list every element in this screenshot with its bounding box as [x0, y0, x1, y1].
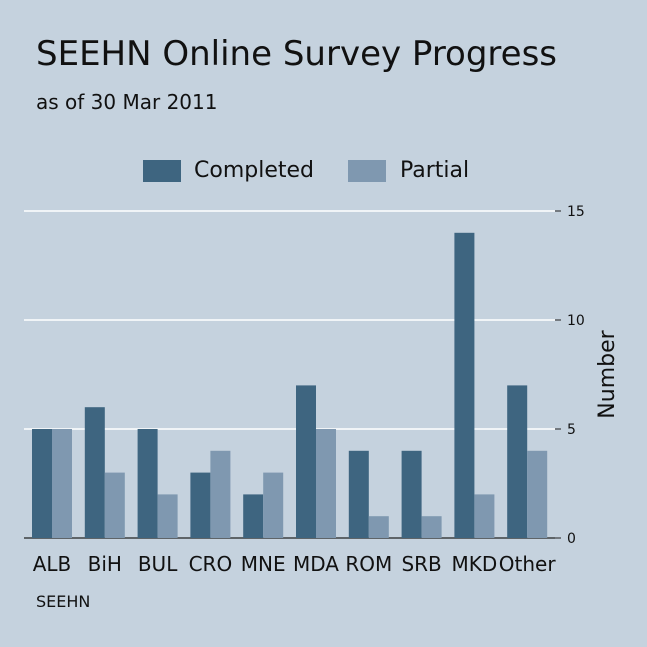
bar-completed-bul — [137, 429, 158, 538]
chart-title: SEEHN Online Survey Progress — [36, 34, 558, 74]
y-tick-label: 5 — [567, 422, 576, 438]
x-tick-label: BUL — [138, 552, 178, 576]
x-tick-label: ROM — [345, 552, 392, 576]
x-tick-label: MKD — [452, 552, 498, 576]
bar-partial-mkd — [474, 494, 495, 538]
y-axis-label: Number — [595, 329, 620, 418]
bar-partial-srb — [421, 516, 442, 538]
bar-partial-mne — [263, 472, 284, 538]
bar-completed-cro — [190, 472, 211, 538]
bar-completed-rom — [348, 450, 369, 538]
legend-label-partial: Partial — [400, 158, 470, 183]
bar-completed-mne — [243, 494, 264, 538]
bar-partial-other — [527, 450, 548, 538]
bar-partial-mda — [316, 429, 336, 538]
x-tick-label: CRO — [189, 552, 233, 576]
chart-note: SEEHN — [36, 592, 91, 611]
x-tick-label: Other — [499, 552, 557, 576]
y-tick-label: 0 — [567, 531, 576, 547]
legend-swatch-completed — [143, 160, 181, 182]
legend: Completed Partial — [0, 158, 647, 186]
bar-partial-bul — [157, 494, 178, 538]
x-tick-label: BiH — [88, 552, 122, 576]
bar-partial-cro — [210, 450, 231, 538]
chart-subtitle: as of 30 Mar 2011 — [36, 90, 218, 114]
y-tick-label: 10 — [567, 313, 585, 329]
x-tick-label: MNE — [241, 552, 286, 576]
bar-completed-bih — [84, 407, 105, 538]
bar-completed-mkd — [454, 232, 475, 539]
x-tick-label: SRB — [401, 552, 441, 576]
bar-completed-srb — [401, 450, 422, 538]
x-tick-label: ALB — [33, 552, 72, 576]
legend-label-completed: Completed — [194, 158, 314, 183]
bar-completed-mda — [296, 385, 316, 538]
bar-partial-bih — [104, 472, 125, 538]
bar-completed-alb — [32, 429, 52, 538]
bar-completed-other — [507, 385, 528, 538]
legend-swatch-partial — [348, 160, 386, 182]
bar-partial-alb — [52, 429, 72, 538]
bar-partial-rom — [368, 516, 389, 538]
y-tick-label: 15 — [567, 204, 585, 220]
x-tick-label: MDA — [293, 552, 339, 576]
